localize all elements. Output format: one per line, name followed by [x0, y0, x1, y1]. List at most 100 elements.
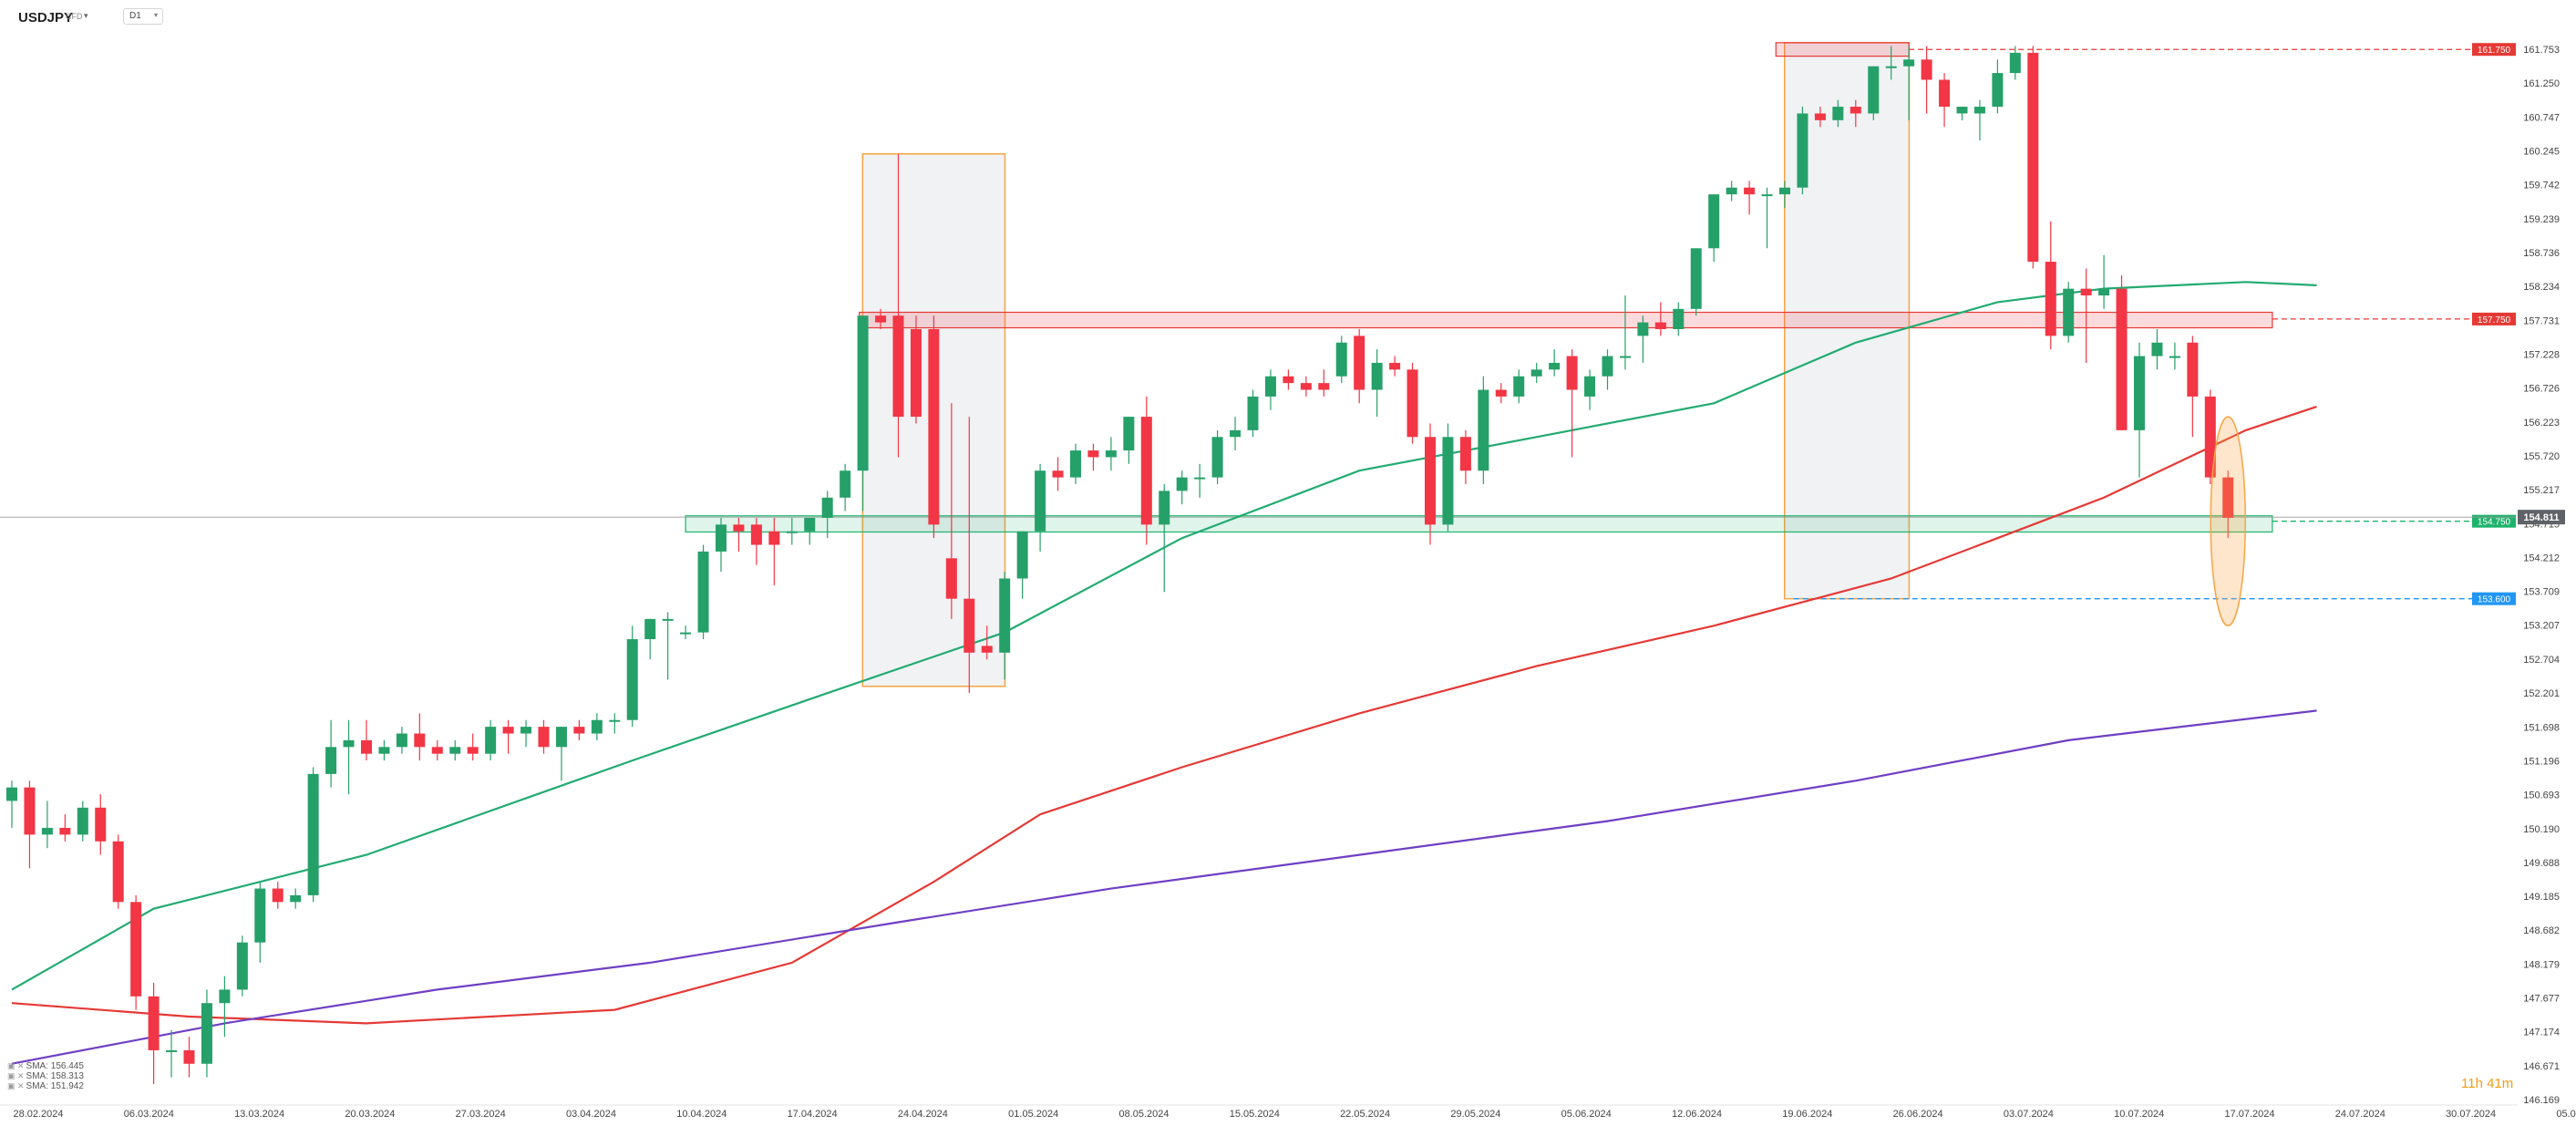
y-tick-label: 159.742 [2523, 181, 2560, 191]
indicator-toggle-icon[interactable]: ▣ ✕ [7, 1071, 25, 1080]
candle-body [1530, 369, 1542, 377]
candle [821, 491, 833, 539]
candle [1194, 463, 1206, 498]
candle-body [2134, 356, 2145, 430]
candle-body [2204, 396, 2216, 478]
price-level-badge [2472, 312, 2516, 325]
y-tick-label: 151.698 [2523, 722, 2560, 733]
current-price-label: 154.811 [2523, 512, 2559, 523]
candle-body [591, 719, 603, 734]
y-tick-label: 149.185 [2523, 892, 2560, 903]
candle-body [999, 578, 1011, 653]
indicator-toggle-icon[interactable]: ▣ ✕ [7, 1081, 25, 1090]
candle [1513, 369, 1525, 404]
candle-body [1052, 470, 1064, 478]
candle-body [1939, 79, 1951, 108]
candle-body [1956, 107, 1968, 114]
candle-body [2009, 52, 2021, 74]
candle-body [236, 942, 248, 990]
candle-body [626, 639, 638, 720]
candle [1300, 376, 1312, 397]
symbol-type-label: CFD [66, 12, 83, 21]
candle-body [77, 807, 88, 835]
candle [1779, 181, 1790, 208]
candle [1230, 417, 1242, 451]
candle [290, 888, 302, 909]
y-tick-label: 156.223 [2523, 418, 2560, 429]
timeframe-select[interactable]: D1 ▾ [123, 8, 163, 25]
candle-body [1105, 450, 1117, 458]
candle-body [59, 828, 71, 835]
candle [1371, 349, 1383, 418]
candle-body [1903, 59, 1915, 67]
y-tick-label: 154.212 [2523, 553, 2560, 563]
candle [1354, 328, 1365, 404]
candle [1016, 531, 1028, 599]
price-axis-panel [2518, 36, 2576, 1108]
legend-item[interactable]: ▣ ✕ SMA: 158.313 [7, 1071, 84, 1081]
price-level-label: 154.750 [2478, 518, 2511, 528]
candle [733, 517, 745, 552]
candle-body [981, 646, 993, 653]
y-tick-label: 147.677 [2523, 994, 2560, 1005]
x-tick-label: 19.06.2024 [1782, 1109, 1832, 1120]
legend-label: SMA: 151.942 [26, 1081, 84, 1091]
candle-body [963, 598, 975, 653]
sma-line [11, 405, 2317, 1025]
candle-body [378, 747, 390, 754]
candle-body [290, 894, 302, 903]
candle [1105, 437, 1117, 471]
candle-body [1406, 369, 1418, 438]
symbol-label[interactable]: USDJPY [18, 10, 74, 26]
candle-body [804, 517, 816, 532]
candle [467, 733, 479, 761]
candle [1956, 107, 1968, 120]
y-tick-label: 150.190 [2523, 824, 2560, 835]
candle [1283, 369, 1294, 390]
y-tick-label: 146.671 [2523, 1061, 2560, 1072]
candle [1903, 46, 1915, 120]
legend-item[interactable]: ▣ ✕ SMA: 151.942 [7, 1081, 84, 1091]
x-tick-label: 10.04.2024 [676, 1109, 726, 1120]
indicator-toggle-icon[interactable]: ▣ ✕ [7, 1061, 25, 1070]
x-tick-label: 05.08.2024 [2556, 1109, 2576, 1120]
candle-body [2080, 288, 2092, 296]
candle [1318, 369, 1330, 397]
candle-body [573, 727, 585, 734]
resistance-zone-top [1775, 42, 1910, 57]
x-tick-label: 27.03.2024 [456, 1109, 506, 1120]
timeframe-value: D1 [129, 11, 141, 21]
candle [1087, 443, 1099, 471]
y-tick-label: 150.693 [2523, 790, 2560, 801]
legend-item[interactable]: ▣ ✕ SMA: 156.445 [7, 1061, 84, 1071]
candle-body [449, 747, 461, 754]
candle [644, 618, 656, 660]
y-tick-label: 161.250 [2523, 78, 2560, 89]
price-level-badge [2472, 514, 2516, 528]
price-level-label: 153.600 [2478, 595, 2511, 605]
candle-body [662, 618, 674, 621]
y-tick-label: 161.753 [2523, 45, 2560, 56]
candle-body [2027, 52, 2039, 263]
x-tick-label: 17.07.2024 [2224, 1109, 2274, 1120]
candle-body [1868, 66, 1880, 114]
candle [1921, 46, 1932, 114]
candle-body [41, 828, 53, 835]
candle [1459, 429, 1471, 485]
candle [1335, 336, 1347, 384]
candle-body [1070, 450, 1081, 478]
candle-body [538, 727, 550, 748]
y-tick-label: 152.704 [2523, 655, 2560, 666]
candle-body [201, 1003, 212, 1064]
candle [1442, 423, 1454, 532]
candle [945, 403, 957, 619]
candle [449, 739, 461, 761]
candle [361, 719, 372, 761]
candle-body [1549, 362, 1561, 370]
y-tick-label: 156.726 [2523, 384, 2560, 395]
symbol-dropdown-icon[interactable]: ▾ [84, 11, 88, 20]
y-tick-label: 148.179 [2523, 959, 2560, 970]
candle-body [307, 773, 319, 895]
y-tick-label: 151.196 [2523, 756, 2560, 767]
